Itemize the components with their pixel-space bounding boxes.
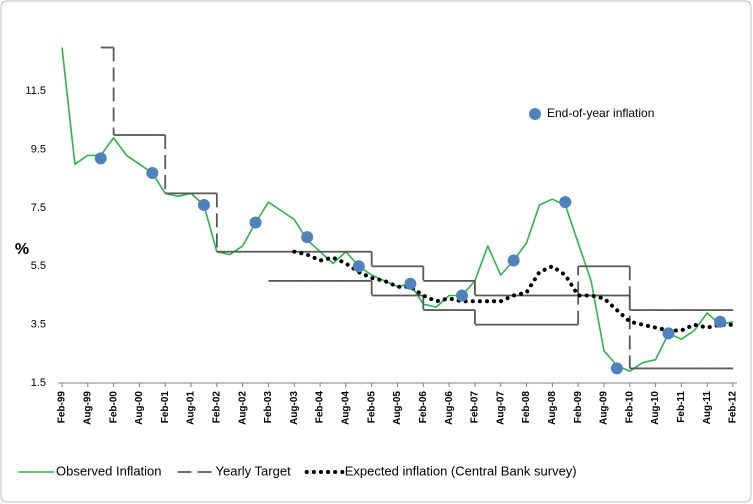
legend-marker (529, 108, 541, 120)
x-tick-label: Aug-05 (392, 391, 403, 425)
x-tick-label: Feb-11 (676, 391, 687, 423)
x-tick-label: Feb-08 (521, 391, 532, 424)
x-tick-label: Aug-02 (237, 391, 248, 425)
x-tick-label: Feb-03 (263, 391, 274, 424)
x-tick-label: Aug-07 (495, 391, 506, 425)
legend-label: End-of-year inflation (547, 106, 654, 120)
x-tick-label: Feb-05 (366, 391, 377, 424)
y-tick-label: 7.5 (31, 202, 46, 214)
x-tick-label: Aug-08 (547, 391, 558, 425)
x-tick-label: Feb-00 (108, 391, 119, 424)
x-tick-label: Feb-12 (728, 391, 739, 424)
y-axis-label: % (15, 241, 29, 258)
end-of-year-marker (352, 260, 365, 273)
series-line (292, 249, 735, 333)
x-tick-label: Aug-03 (289, 391, 300, 425)
end-of-year-marker (146, 166, 159, 179)
end-of-year-marker (94, 152, 107, 165)
legend-label: Expected inflation (Central Bank survey) (345, 463, 577, 478)
y-tick-label: 3.5 (31, 319, 46, 331)
x-tick-label: Aug-09 (599, 391, 610, 425)
x-tick-label: Feb-06 (418, 391, 429, 424)
y-tick-label: 1.5 (31, 377, 46, 389)
end-of-year-marker (610, 362, 623, 375)
end-of-year-marker (404, 277, 417, 290)
x-tick-label: Aug-00 (134, 391, 145, 425)
x-tick-label: Aug-10 (650, 391, 661, 425)
x-tick-label: Feb-07 (470, 391, 481, 424)
x-tick-label: Feb-09 (573, 391, 584, 424)
legend-label: Yearly Target (216, 463, 292, 478)
end-of-year-marker (714, 315, 727, 328)
legend-label: Observed Inflation (56, 463, 162, 478)
y-tick-label: 11.5 (25, 85, 46, 97)
x-tick-label: Feb-04 (315, 391, 326, 424)
x-tick-label: Feb-02 (211, 391, 222, 424)
end-of-year-marker (249, 216, 262, 229)
x-tick-label: Feb-99 (57, 391, 68, 424)
x-tick-label: Aug-11 (702, 391, 713, 425)
end-of-year-marker (559, 196, 572, 209)
x-tick-label: Aug-04 (341, 391, 352, 425)
x-tick-label: Feb-01 (160, 391, 171, 424)
x-tick-label: Feb-10 (624, 391, 635, 424)
x-tick-label: Aug-06 (444, 391, 455, 425)
x-tick-label: Aug-01 (186, 391, 197, 425)
end-of-year-marker (507, 254, 520, 267)
y-tick-label: 9.5 (31, 144, 46, 156)
end-of-year-marker (197, 199, 210, 212)
end-of-year-marker (301, 231, 314, 244)
end-of-year-marker (662, 327, 675, 340)
end-of-year-marker (456, 289, 469, 302)
x-tick-label: Aug-99 (82, 391, 93, 425)
y-tick-label: 5.5 (31, 260, 46, 272)
